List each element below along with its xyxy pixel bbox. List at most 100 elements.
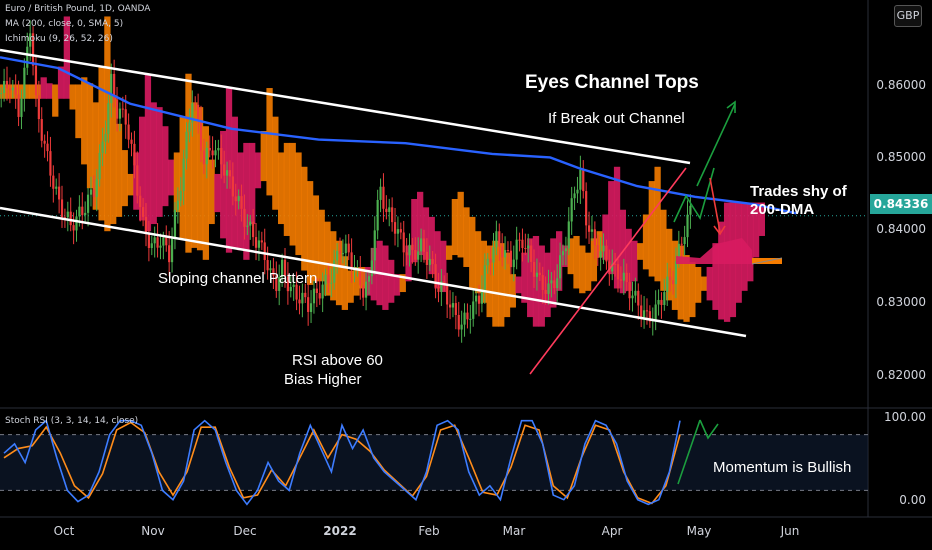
candle-body xyxy=(483,265,486,290)
ichimoku-legend[interactable]: Ichimoku (9, 26, 52, 26) xyxy=(5,34,113,44)
candle-body xyxy=(78,206,81,217)
cloud-segment xyxy=(63,16,70,99)
candle-body xyxy=(680,243,683,245)
cloud-segment xyxy=(312,195,320,282)
candle-body xyxy=(98,152,101,180)
cloud-segment xyxy=(440,240,447,293)
cloud-segment xyxy=(602,214,609,260)
annotation-trades-shy: Trades shy of xyxy=(750,183,847,200)
candle-body xyxy=(301,292,304,304)
candle-body xyxy=(307,297,310,312)
candle-body xyxy=(66,211,69,218)
candle-body xyxy=(240,196,243,209)
candle-body xyxy=(223,164,226,176)
cloud-segment xyxy=(115,123,123,217)
candle-body xyxy=(228,170,232,177)
candle-body xyxy=(249,221,252,226)
candle-body xyxy=(156,237,159,248)
candle-body xyxy=(338,250,342,255)
cloud-segment xyxy=(289,142,296,246)
candle-body xyxy=(272,268,275,276)
candle-body xyxy=(619,279,623,281)
cloud-segment xyxy=(254,152,262,189)
candle-body xyxy=(8,88,11,91)
cloud-segment xyxy=(463,207,470,267)
cloud-segment xyxy=(515,276,522,294)
candle-body xyxy=(43,140,46,144)
channel-lower-line xyxy=(0,206,747,338)
cloud-segment xyxy=(34,84,42,99)
candle-body xyxy=(231,176,234,197)
candle-body xyxy=(419,238,423,252)
cloud-segment xyxy=(689,262,696,318)
cloud-segment xyxy=(417,191,424,256)
price-label-082: 0.82000 xyxy=(876,368,926,382)
cloud-segment xyxy=(660,209,667,291)
candle-body xyxy=(527,245,530,249)
cloud-segment xyxy=(758,202,765,236)
candle-body xyxy=(628,282,631,299)
candle-body xyxy=(446,284,449,305)
candle-body xyxy=(645,310,649,312)
candle-body xyxy=(84,212,87,216)
candle-body xyxy=(318,293,321,299)
pullback-arrow-head xyxy=(713,225,726,236)
candle-body xyxy=(414,249,417,260)
candle-body xyxy=(376,199,379,231)
cloud-segment xyxy=(353,266,360,296)
candle-body xyxy=(501,246,504,258)
candle-body xyxy=(330,282,333,284)
candle-body xyxy=(466,312,469,320)
cloud-segment xyxy=(214,173,221,213)
cloud-segment xyxy=(110,95,117,225)
candle-body xyxy=(480,289,484,304)
candle-body xyxy=(136,165,139,196)
candle-body xyxy=(654,304,657,320)
candle-body xyxy=(34,65,38,96)
candle-body xyxy=(283,259,287,277)
x-label-2022: 2022 xyxy=(323,524,357,538)
candle-body xyxy=(237,196,240,202)
candle-body xyxy=(399,229,402,233)
cloud-segment xyxy=(156,107,163,217)
candle-body xyxy=(324,274,327,285)
candle-body xyxy=(113,73,116,100)
candle-body xyxy=(616,264,620,280)
cloud-segment xyxy=(712,243,719,310)
candle-body xyxy=(182,158,185,192)
currency-button[interactable]: GBP xyxy=(894,5,922,27)
cloud-segment xyxy=(86,83,94,189)
candle-body xyxy=(402,232,405,253)
candle-body xyxy=(159,245,162,248)
cloud-segment xyxy=(347,270,354,303)
candle-body xyxy=(350,252,353,270)
candle-body xyxy=(202,150,206,165)
symbol-legend[interactable]: Euro / British Pound, 1D, OANDA xyxy=(5,4,151,14)
candle-body xyxy=(49,151,52,176)
stoch-label-0: 0.00 xyxy=(899,493,926,507)
candle-body xyxy=(393,222,397,234)
cloud-segment xyxy=(411,198,418,263)
candle-body xyxy=(72,225,75,231)
candle-body xyxy=(234,196,237,202)
candle-body xyxy=(683,237,686,245)
cloud-segment xyxy=(335,240,343,306)
candle-body xyxy=(590,229,594,232)
stoch-legend[interactable]: Stoch RSI (3, 3, 14, 14, close) xyxy=(5,416,139,426)
candle-body xyxy=(168,245,171,263)
candle-body xyxy=(625,272,628,283)
candle-body xyxy=(153,237,156,244)
cloud-segment xyxy=(359,266,366,289)
candle-body xyxy=(344,243,347,254)
candle-body xyxy=(95,179,98,197)
ma-legend[interactable]: MA (200, close, 0, SMA, 5) xyxy=(5,19,124,29)
cloud-segment xyxy=(202,126,209,260)
candle-body xyxy=(252,221,255,238)
candle-body xyxy=(396,229,400,234)
candle-body xyxy=(23,67,26,99)
candle-body xyxy=(611,263,614,272)
stoch-d-line xyxy=(3,421,681,505)
candle-body xyxy=(605,245,608,262)
candle-body xyxy=(139,195,142,208)
